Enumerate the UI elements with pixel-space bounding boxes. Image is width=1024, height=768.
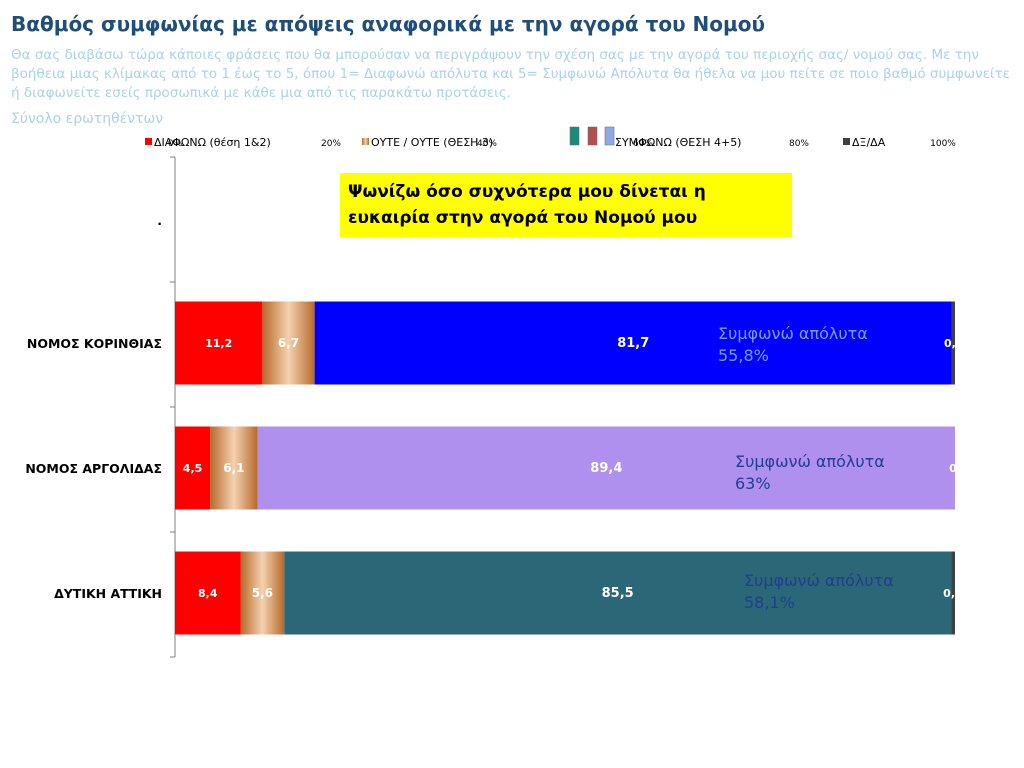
x-tick-label: 60% bbox=[633, 139, 653, 149]
bar-segment bbox=[175, 426, 211, 510]
bar-value-label: 0, bbox=[944, 337, 956, 350]
legend-swatch-decoration bbox=[569, 126, 580, 146]
annotation-line2: 63% bbox=[735, 474, 771, 493]
bar-segment bbox=[175, 551, 241, 635]
legend-swatch bbox=[843, 138, 850, 145]
annotation-line1: Συμφωνώ απόλυτα bbox=[718, 324, 868, 343]
bar-segment bbox=[951, 551, 955, 635]
legend-swatch bbox=[362, 138, 369, 145]
x-tick-label: 100% bbox=[930, 139, 956, 149]
annotation-line1: Συμφωνώ απόλυτα bbox=[735, 452, 885, 471]
bar-value-label: 8,4 bbox=[198, 587, 218, 600]
bar-value-label: 85,5 bbox=[602, 586, 634, 601]
bar-value-label: 6,7 bbox=[278, 336, 299, 350]
legend-label: ΔΙΑΦΩΝΩ (θέση 1&2) bbox=[154, 136, 271, 149]
bar-value-label: 81,7 bbox=[617, 336, 649, 351]
x-tick-label: 40% bbox=[477, 139, 497, 149]
legend-label: ΟΥΤΕ / ΟΥΤΕ (ΘΕΣΗ 3) bbox=[371, 136, 493, 149]
x-tick-label: 80% bbox=[789, 139, 809, 149]
legend-label: ΣΥΜΦΩΝΩ (ΘΕΣΗ 4+5) bbox=[615, 136, 741, 149]
bar-value-label: 5,6 bbox=[252, 586, 273, 600]
bar-value-label: 0 bbox=[949, 462, 957, 475]
legend-swatch-decoration bbox=[604, 126, 615, 146]
legend-swatch-decoration bbox=[587, 126, 598, 146]
annotation-line2: 58,1% bbox=[744, 593, 795, 612]
legend-swatch bbox=[145, 138, 152, 145]
category-label: ΝΟΜΟΣ ΑΡΓΟΛΙΔΑΣ bbox=[25, 461, 162, 476]
legend-label: ΔΞ/ΔΑ bbox=[852, 136, 886, 149]
bar-segment bbox=[175, 301, 263, 385]
base-label: Σύνολο ερωτηθέντων bbox=[11, 111, 164, 127]
annotation-line2: 55,8% bbox=[718, 346, 769, 365]
page-title: Βαθμός συμφωνίας με απόψεις αναφορικά με… bbox=[11, 12, 765, 36]
bar-value-label: 6,1 bbox=[223, 461, 244, 475]
annotation-line1: Συμφωνώ απόλυτα bbox=[744, 571, 894, 590]
bar-segment bbox=[284, 551, 952, 635]
x-tick-label: 20% bbox=[321, 139, 341, 149]
bar-value-label: 0, bbox=[943, 587, 955, 600]
bar-segment bbox=[951, 301, 955, 385]
x-tick-label: 0% bbox=[168, 139, 183, 149]
bar-value-label: 11,2 bbox=[205, 337, 232, 350]
question-description: Θα σας διαβάσω τώρα κάποιες φράσεις που … bbox=[11, 47, 1010, 101]
bar-segment bbox=[240, 551, 285, 635]
bar-segment bbox=[262, 301, 315, 385]
bar-value-label: 89,4 bbox=[590, 461, 622, 476]
bar-value-label: 4,5 bbox=[183, 462, 203, 475]
bar-segment bbox=[257, 426, 955, 510]
category-label: ΝΟΜΟΣ ΚΟΡΙΝΘΙΑΣ bbox=[27, 336, 162, 351]
category-label: . bbox=[157, 213, 162, 228]
statement-callout: Ψωνίζω όσο συχνότερα μου δίνεται η ευκαι… bbox=[340, 173, 792, 237]
category-label: ΔΥΤΙΚΗ ΑΤΤΙΚΗ bbox=[54, 586, 162, 601]
bar-segment bbox=[314, 301, 952, 385]
bar-segment bbox=[210, 426, 258, 510]
